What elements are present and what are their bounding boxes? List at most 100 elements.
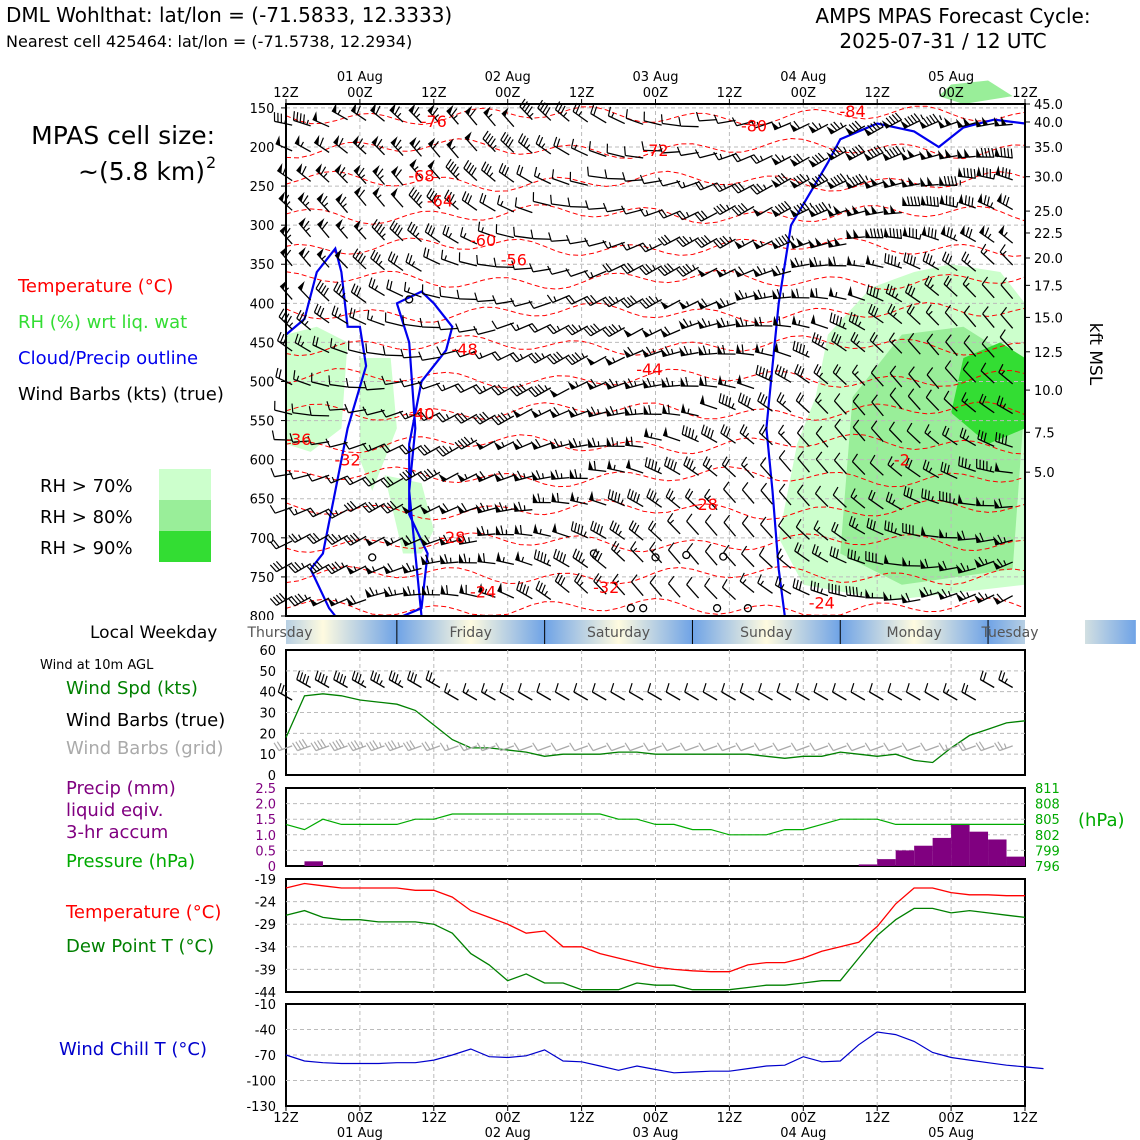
- barb-feather: [397, 680, 402, 686]
- upper-wind-barb: [315, 163, 330, 183]
- barb-feather: [759, 316, 763, 326]
- barb-feather: [909, 255, 913, 265]
- barb-feather: [550, 324, 557, 333]
- barb-feather: [869, 285, 873, 296]
- upper-wind-barb: [288, 561, 311, 574]
- barb-feather: [565, 357, 573, 366]
- barb-feather: [929, 196, 932, 206]
- upper-wind-barb: [731, 117, 755, 127]
- barb-feather: [278, 369, 282, 379]
- barb-flag: [773, 315, 779, 326]
- barb-feather: [484, 133, 492, 142]
- barb-shaft: [741, 489, 755, 504]
- barb-feather: [550, 194, 553, 205]
- barb-shaft: [551, 239, 570, 242]
- upper-wind-barb: [334, 163, 349, 184]
- temperature-label: -32: [335, 450, 361, 469]
- surface-wind-barb: [296, 670, 311, 689]
- upper-wind-barb: [288, 593, 311, 607]
- barb-feather: [375, 105, 381, 115]
- barb-feather: [352, 309, 356, 319]
- barb-feather: [403, 281, 407, 292]
- upper-wind-barb: [847, 285, 866, 301]
- upper-wind-barb: [345, 565, 367, 575]
- barb-feather: [667, 575, 675, 584]
- upper-wind-barb: [754, 316, 773, 327]
- barb-feather: [448, 446, 453, 452]
- barb-feather: [339, 167, 346, 176]
- barb-feather: [871, 394, 878, 403]
- barb-shaft: [869, 745, 884, 752]
- barb-feather: [920, 114, 924, 120]
- upper-wind-barb: [313, 134, 330, 154]
- grid-wind-barb: [772, 742, 792, 752]
- upper-wind-barb: [408, 186, 423, 209]
- upper-wind-barb: [815, 425, 829, 448]
- upper-wind-barb: [491, 320, 515, 330]
- barb-feather: [943, 390, 950, 400]
- barb-feather: [665, 377, 670, 387]
- barb-feather: [504, 167, 510, 177]
- upper-wind-barb: [343, 475, 367, 486]
- barb-feather: [694, 240, 702, 248]
- barb-shaft: [906, 430, 921, 444]
- barb-feather: [605, 327, 613, 336]
- barb-feather: [409, 740, 416, 749]
- upper-wind-barb: [572, 548, 589, 569]
- barb-feather: [663, 456, 668, 466]
- barb-feather: [442, 445, 450, 454]
- barb-feather: [375, 502, 379, 508]
- upper-wind-barb: [624, 405, 644, 416]
- upper-wind-barb: [883, 554, 902, 566]
- barb-feather: [405, 412, 409, 418]
- barb-shaft: [926, 340, 940, 356]
- barb-feather: [480, 683, 485, 693]
- barb-feather: [298, 312, 305, 321]
- barb-feather: [612, 573, 619, 582]
- upper-wind-barb: [551, 492, 570, 505]
- pressure-tick-label: 200: [250, 141, 275, 156]
- barb-feather: [664, 326, 671, 335]
- bottom-hour-label: 00Z: [347, 1111, 373, 1126]
- upper-wind-barb: [736, 374, 755, 390]
- barb-feather: [331, 563, 339, 571]
- barb-feather: [869, 228, 873, 238]
- temp-panel-tick-label: -19: [255, 873, 276, 888]
- upper-wind-barb: [365, 343, 385, 356]
- barb-shaft: [606, 412, 625, 417]
- barb-shaft: [422, 538, 441, 547]
- barb-feather: [666, 263, 675, 271]
- bottom-hour-label: 12Z: [1012, 1111, 1038, 1126]
- barb-feather: [473, 325, 479, 335]
- barb-feather: [901, 742, 908, 751]
- temperature-label: -24: [809, 593, 835, 612]
- upper-wind-barb: [380, 476, 404, 488]
- upper-wind-barb: [957, 530, 976, 541]
- barb-feather: [477, 221, 481, 231]
- barb-feather: [476, 384, 484, 393]
- barb-feather: [346, 475, 354, 484]
- barb-feather: [275, 367, 279, 378]
- barb-feather: [357, 138, 364, 147]
- upper-wind-barb: [943, 390, 958, 412]
- pressure-tick-label: 600: [250, 454, 275, 469]
- barb-feather: [502, 134, 509, 143]
- upper-wind-barb: [902, 196, 924, 207]
- barb-feather: [627, 243, 631, 249]
- barb-feather: [848, 149, 856, 158]
- barb-flag: [696, 268, 706, 277]
- upper-wind-barb: [363, 380, 385, 391]
- barb-feather: [442, 534, 449, 544]
- barb-shaft: [943, 398, 958, 412]
- barb-feather: [778, 122, 782, 128]
- barb-flag: [902, 196, 908, 206]
- barb-feather: [533, 166, 538, 177]
- upper-wind-barb: [602, 262, 625, 273]
- barb-flag: [401, 505, 411, 514]
- upper-wind-barb: [387, 251, 404, 272]
- barb-feather: [304, 201, 310, 207]
- temperature-contour: [285, 433, 1026, 455]
- upper-wind-barb: [741, 482, 755, 504]
- upper-wind-barb: [345, 378, 367, 389]
- barb-flag: [475, 504, 483, 513]
